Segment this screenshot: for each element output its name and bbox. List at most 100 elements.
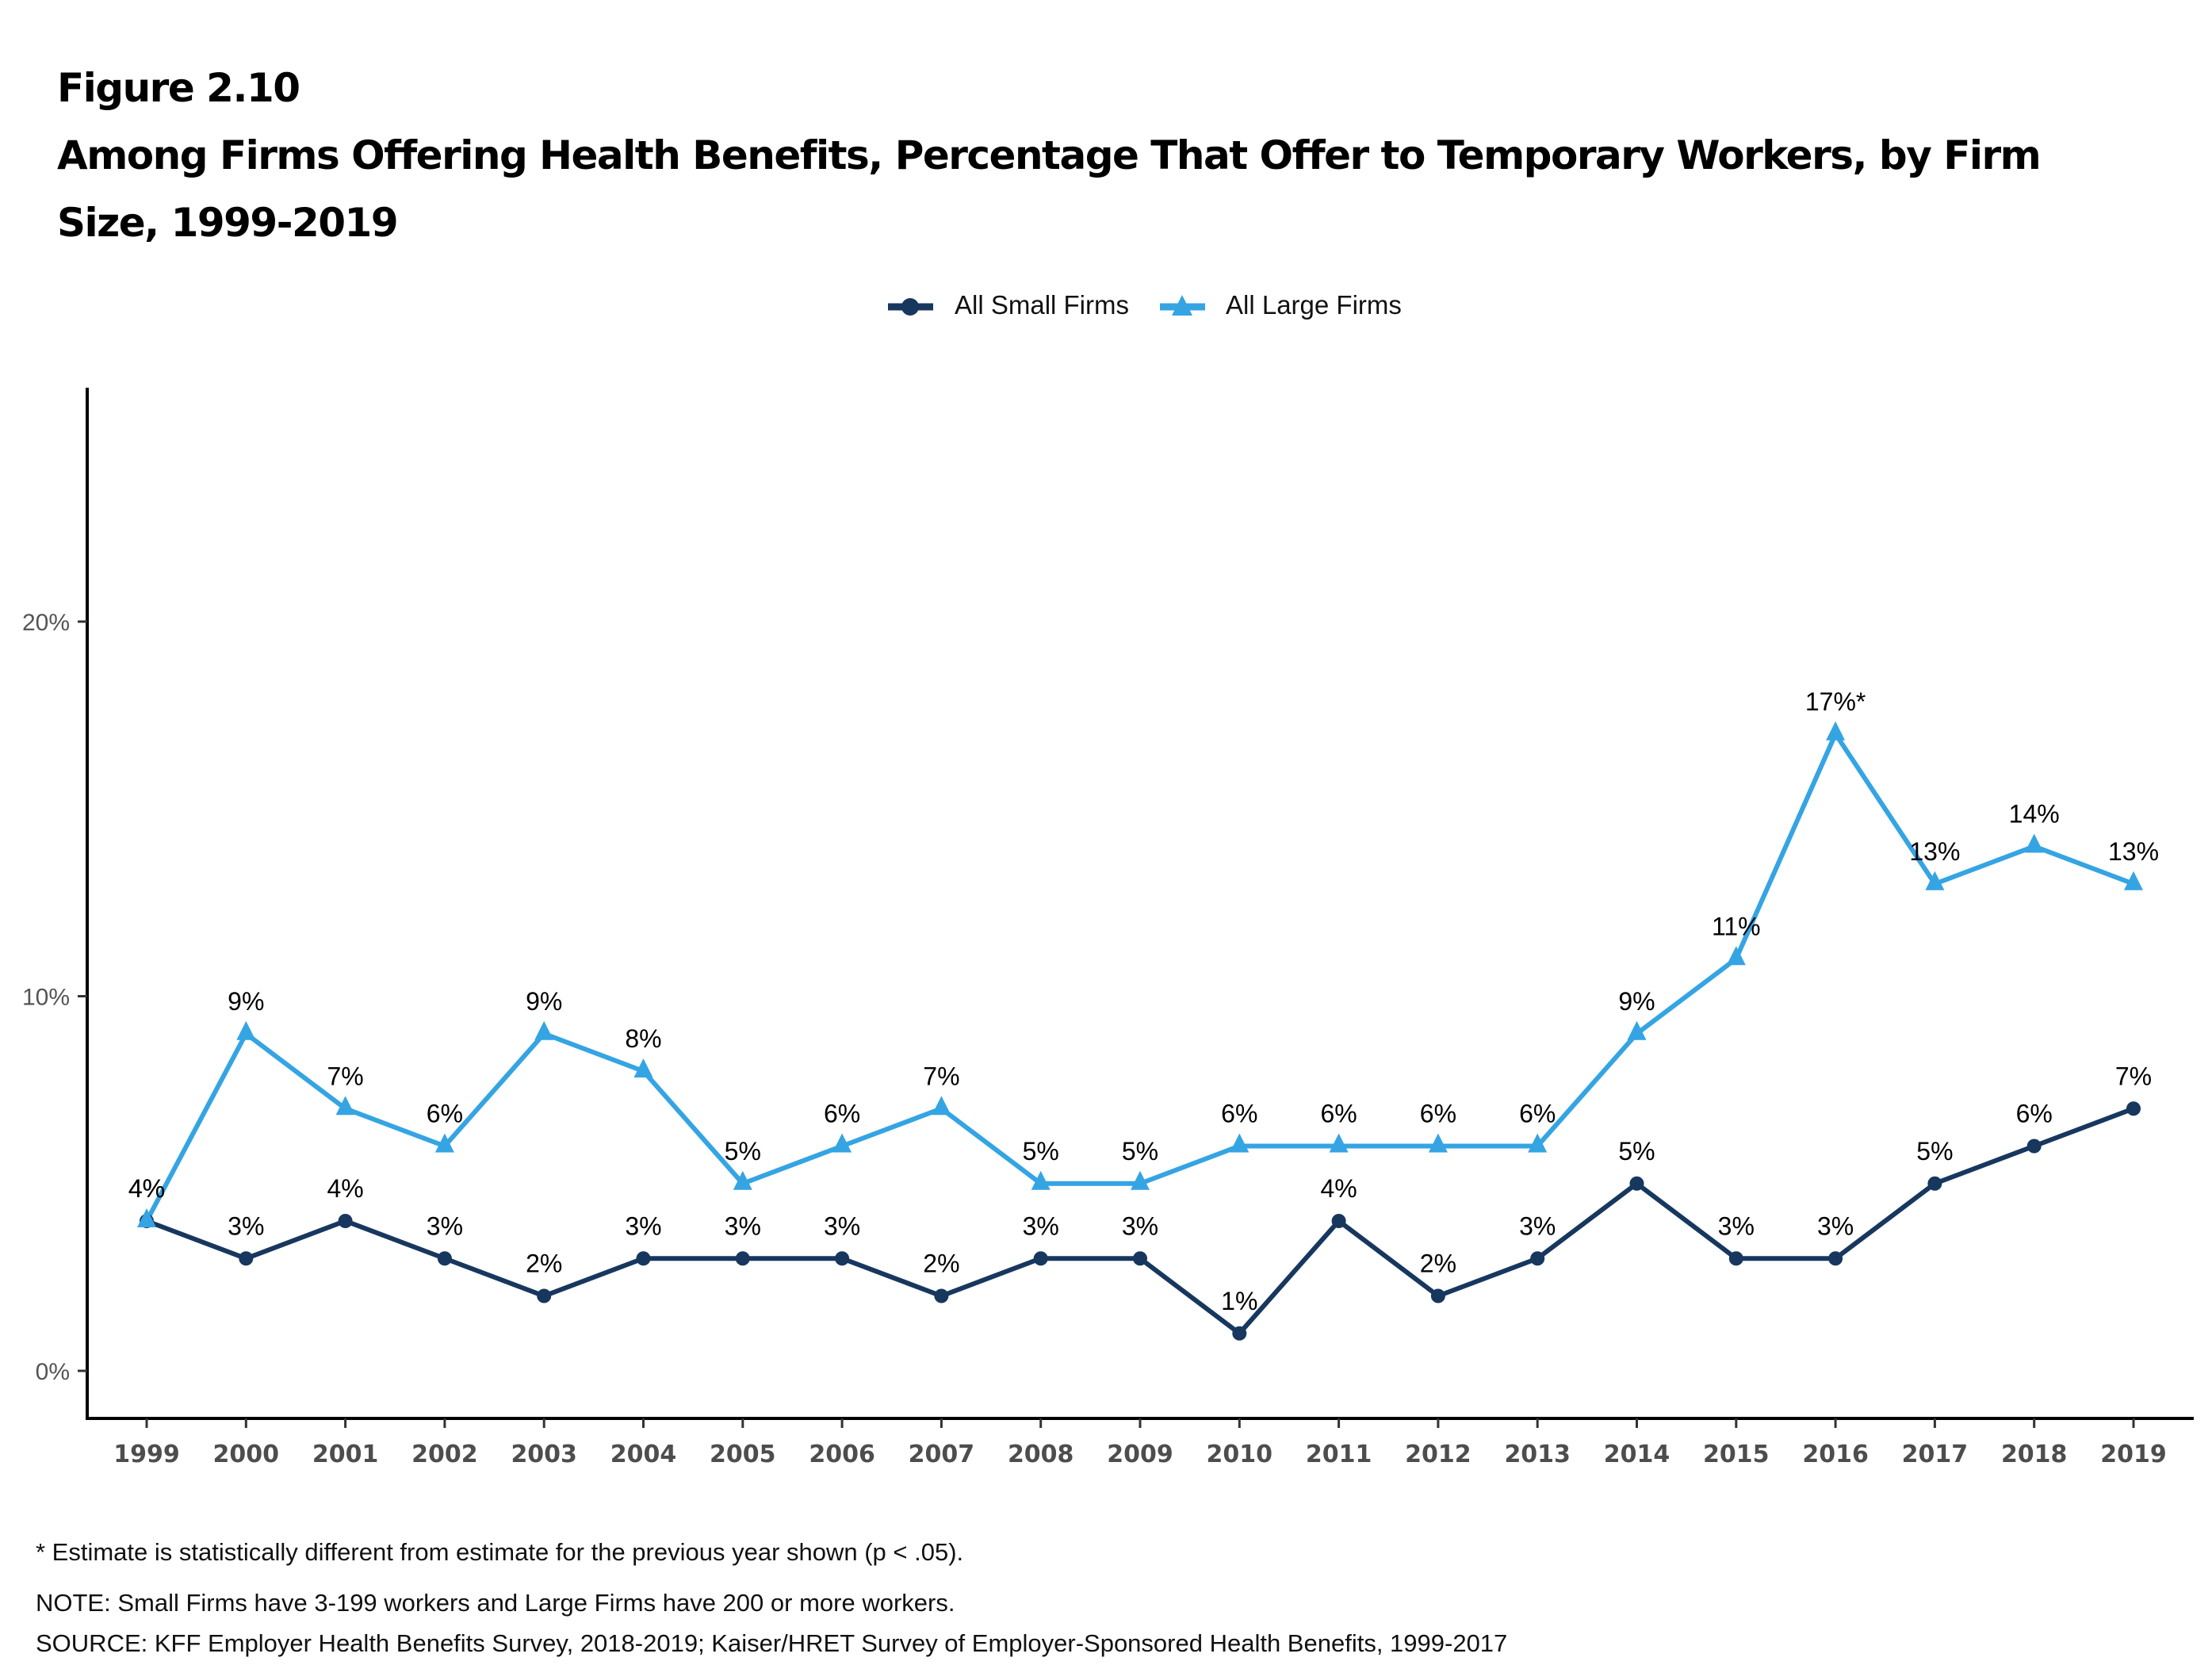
data-point-small-firms (1629, 1176, 1644, 1191)
data-point-small-firms (537, 1288, 552, 1303)
data-label-large-firms: 5% (1122, 1137, 1158, 1166)
data-point-large-firms (137, 1208, 156, 1227)
data-label-large-firms: 17%* (1805, 687, 1866, 716)
x-tick-label: 2017 (1902, 1441, 1969, 1468)
data-label-large-firms: 5% (1023, 1137, 1059, 1166)
data-point-small-firms (1331, 1214, 1346, 1228)
data-point-large-firms (1826, 721, 1846, 741)
data-point-large-firms (1726, 946, 1746, 966)
y-tick-label: 0% (36, 1359, 70, 1385)
data-label-large-firms: 6% (824, 1100, 860, 1128)
data-point-small-firms (1728, 1251, 1743, 1266)
data-label-small-firms: 3% (427, 1211, 463, 1240)
footnote-source: SOURCE: KFF Employer Health Benefits Sur… (36, 1629, 1508, 1657)
data-label-small-firms: 3% (625, 1211, 661, 1240)
data-label-large-firms: 6% (1420, 1100, 1456, 1128)
figure-number: Figure 2.10 (57, 65, 300, 111)
data-point-large-firms (236, 1020, 256, 1040)
y-tick-label: 10% (22, 985, 70, 1011)
data-label-large-firms: 11% (1712, 912, 1761, 940)
data-label-large-firms: 14% (2009, 800, 2060, 829)
circle-icon (901, 298, 919, 316)
x-tick-label: 2001 (312, 1441, 379, 1468)
x-tick-label: 2014 (1604, 1441, 1670, 1468)
data-label-large-firms: 6% (1519, 1100, 1556, 1128)
data-point-large-firms (335, 1096, 355, 1116)
data-point-large-firms (733, 1170, 752, 1190)
data-point-small-firms (1530, 1251, 1545, 1266)
data-point-small-firms (636, 1251, 651, 1266)
x-tick-label: 2002 (411, 1441, 478, 1468)
data-point-large-firms (1230, 1133, 1250, 1153)
data-point-large-firms (2124, 871, 2143, 890)
data-point-large-firms (1925, 871, 1945, 890)
data-label-large-firms: 6% (1221, 1100, 1257, 1128)
data-label-small-firms: 5% (1916, 1137, 1953, 1166)
x-tick-label: 2008 (1008, 1441, 1074, 1468)
data-point-small-firms (1927, 1176, 1942, 1191)
data-label-small-firms: 2% (923, 1250, 959, 1278)
data-label-large-firms: 9% (1618, 987, 1655, 1016)
data-point-small-firms (835, 1251, 850, 1266)
x-tick-label: 2004 (610, 1441, 677, 1468)
data-point-small-firms (735, 1251, 750, 1266)
legend-label-small-firms: All Small Firms (955, 290, 1129, 320)
data-point-small-firms (934, 1288, 949, 1303)
data-labels: 4% 3% 4% 3% 2% 3% 3% 3% 2% 3% 3% 1% 4% 2% 3% 5% 3% 3% 5% 6%… (128, 687, 2159, 1315)
x-tick-label: 2015 (1703, 1441, 1770, 1468)
data-label-small-firms: 6% (2016, 1100, 2053, 1128)
data-point-small-firms (1828, 1251, 1843, 1266)
y-tick-label: 20% (22, 610, 70, 636)
data-label-small-firms: 3% (1817, 1211, 1854, 1240)
data-point-large-firms (633, 1058, 653, 1077)
data-point-small-firms (2026, 1139, 2042, 1154)
chart-title-line-2: Size, 1999-2019 (57, 200, 399, 246)
data-label-small-firms: 3% (725, 1211, 761, 1240)
data-point-large-firms (534, 1020, 554, 1040)
series-markers (137, 721, 2143, 1341)
x-tick-label: 2018 (2001, 1441, 2068, 1468)
x-tick-label: 1999 (113, 1441, 180, 1468)
data-label-small-firms: 3% (1718, 1211, 1755, 1240)
data-label-large-firms: 9% (228, 987, 264, 1016)
data-label-small-firms: 5% (1618, 1137, 1655, 1166)
x-tick-label: 2009 (1107, 1441, 1173, 1468)
x-tick-label: 2000 (213, 1441, 280, 1468)
axes: 0% 10% 20% 1999 2000 2001 2002 2003 2004 2005 2006… (22, 388, 2194, 1468)
data-point-large-firms (2024, 833, 2044, 853)
x-tick-label: 2019 (2100, 1441, 2167, 1468)
data-point-small-firms (1430, 1288, 1445, 1303)
x-tick-label: 2016 (1802, 1441, 1869, 1468)
data-label-small-firms: 4% (128, 1174, 165, 1203)
triangle-icon (1172, 295, 1192, 316)
x-tick-label: 2007 (909, 1441, 975, 1468)
x-tick-label: 2003 (511, 1441, 577, 1468)
data-label-large-firms: 7% (327, 1062, 363, 1090)
x-tick-label: 2006 (809, 1441, 875, 1468)
data-point-large-firms (932, 1096, 951, 1116)
data-label-large-firms: 9% (526, 987, 562, 1016)
data-point-small-firms (239, 1251, 254, 1266)
x-tick-label: 2013 (1504, 1441, 1571, 1468)
data-label-small-firms: 3% (824, 1211, 860, 1240)
data-label-small-firms: 2% (526, 1250, 562, 1278)
data-point-large-firms (1031, 1170, 1051, 1190)
data-label-small-firms: 7% (2115, 1062, 2152, 1090)
x-tick-label: 2012 (1405, 1441, 1471, 1468)
data-point-large-firms (1627, 1020, 1647, 1040)
data-label-large-firms: 13% (2108, 837, 2159, 866)
footnote-significance: * Estimate is statistically different fr… (36, 1538, 964, 1566)
chart-title-line-1: Among Firms Offering Health Benefits, Pe… (57, 132, 2042, 178)
x-tick-label: 2010 (1207, 1441, 1273, 1468)
data-label-small-firms: 1% (1221, 1287, 1257, 1315)
data-point-small-firms (1133, 1251, 1147, 1266)
data-label-large-firms: 8% (625, 1024, 661, 1053)
data-label-large-firms: 13% (1909, 837, 1960, 866)
data-label-large-firms: 4% (128, 1174, 165, 1203)
data-label-small-firms: 4% (327, 1174, 363, 1203)
data-point-large-firms (434, 1133, 454, 1153)
data-point-large-firms (1131, 1170, 1150, 1190)
legend-large-firms-swatch (1160, 295, 1205, 316)
series-lines (144, 729, 2135, 1337)
data-label-small-firms: 3% (1023, 1211, 1059, 1240)
